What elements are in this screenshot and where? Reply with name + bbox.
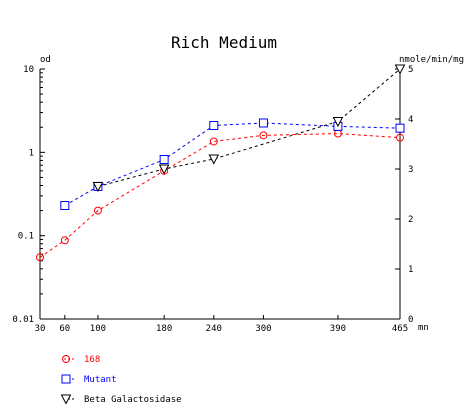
x-tick-label: 60 xyxy=(59,324,70,334)
right-tick-label: 1 xyxy=(408,265,413,275)
chart-title: Rich Medium xyxy=(171,33,277,52)
legend-marker xyxy=(62,355,70,363)
data-point xyxy=(209,120,219,130)
data-point xyxy=(258,118,268,128)
left-tick-label: 10 xyxy=(23,65,34,75)
data-point xyxy=(60,236,69,245)
legend-marker xyxy=(61,374,71,384)
series-line xyxy=(64,122,401,206)
right-tick-label: 2 xyxy=(408,215,413,225)
x-tick-label: 300 xyxy=(255,324,271,334)
left-axis-label: od xyxy=(40,55,51,65)
data-point xyxy=(92,182,104,193)
data-point xyxy=(332,117,344,128)
left-tick-label: 0.1 xyxy=(18,232,34,242)
legend-label: Mutant xyxy=(84,375,117,385)
series-line xyxy=(39,133,401,258)
legend-item: 168 xyxy=(62,355,100,365)
data-point xyxy=(396,133,404,142)
data-point xyxy=(208,154,220,165)
data-point xyxy=(259,131,268,140)
data-point xyxy=(394,64,406,75)
left-tick-label: 1 xyxy=(29,148,34,158)
data-point xyxy=(159,155,169,165)
right-tick-label: 5 xyxy=(408,65,413,75)
series-circle xyxy=(36,129,404,262)
right-axis-label: nmole/min/mg xyxy=(399,55,464,65)
right-tick-label: 0 xyxy=(408,315,413,325)
series-layer xyxy=(36,64,406,262)
legend-label: 168 xyxy=(84,355,100,365)
x-tick-label: 100 xyxy=(90,324,106,334)
series-square xyxy=(60,118,405,211)
x-tick-label: 180 xyxy=(156,324,172,334)
x-tick-label: 30 xyxy=(35,324,46,334)
data-point xyxy=(209,137,218,146)
data-point xyxy=(93,206,102,215)
x-tick-label: 240 xyxy=(206,324,222,334)
legend-label: Beta Galactosidase xyxy=(84,395,182,405)
right-tick-label: 3 xyxy=(408,165,413,175)
x-tick-label: 465 xyxy=(392,324,408,334)
data-point xyxy=(60,201,70,211)
legend-item: Mutant xyxy=(61,374,117,385)
series-triangle-down xyxy=(92,64,406,193)
x-axis-unit: mn xyxy=(418,323,429,333)
data-point xyxy=(158,164,170,175)
data-point xyxy=(36,253,44,262)
x-tick-label: 390 xyxy=(330,324,346,334)
right-tick-label: 4 xyxy=(408,115,413,125)
series-line xyxy=(97,68,401,187)
legend-item: Beta Galactosidase xyxy=(60,394,182,405)
data-point xyxy=(395,123,405,133)
legend: 168 Mutant Beta Galactosidase xyxy=(60,355,182,405)
left-tick-label: 0.01 xyxy=(12,315,34,325)
legend-marker xyxy=(60,394,72,405)
